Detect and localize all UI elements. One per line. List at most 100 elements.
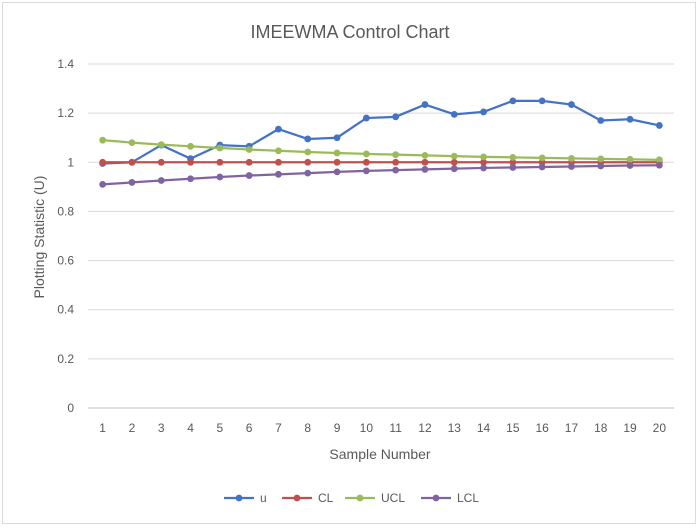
x-tick-label: 11 [389, 421, 402, 435]
series-line-u [102, 99, 660, 165]
x-tick-label: 1 [99, 421, 106, 435]
data-point [187, 175, 194, 183]
x-tick-label: 12 [418, 421, 432, 435]
data-point [333, 158, 341, 166]
data-point [245, 158, 253, 166]
x-tick-label: 19 [623, 421, 637, 435]
legend-swatch-marker [356, 494, 364, 502]
series-lcl [99, 161, 663, 188]
legend-label: LCL [457, 491, 479, 505]
data-point [509, 158, 517, 166]
chart-title: IMEEWMA Control Chart [250, 22, 449, 42]
data-point [128, 158, 136, 166]
x-tick-label: 2 [129, 421, 136, 435]
data-point [597, 155, 605, 163]
data-point [275, 147, 282, 155]
data-point [597, 117, 605, 124]
data-point [392, 158, 400, 166]
data-point [245, 172, 253, 179]
series-line-lcl [102, 164, 660, 186]
x-tick-label: 6 [246, 421, 253, 435]
data-point [509, 164, 517, 171]
data-point [421, 101, 429, 108]
legend-label: u [260, 491, 267, 505]
y-tick-label: 1.4 [57, 57, 74, 71]
data-point [157, 177, 165, 184]
data-point [392, 151, 400, 159]
data-point [509, 97, 517, 105]
data-point [655, 161, 663, 169]
data-point [538, 163, 546, 171]
data-point [568, 163, 575, 170]
x-tick-labels: 1 2 3 4 5 6 7 8 9 10 11 12 13 14 15 16 17 18 19 20 [99, 421, 666, 435]
y-tick-label: 1 [67, 155, 74, 169]
data-point [362, 114, 370, 122]
data-point [128, 139, 136, 147]
data-point [450, 110, 458, 118]
data-point [362, 167, 370, 175]
data-point [333, 168, 341, 176]
x-tick-label: 5 [217, 421, 224, 435]
data-point [304, 148, 312, 156]
gridlines [88, 63, 674, 409]
data-point [362, 158, 370, 166]
data-point [626, 155, 634, 163]
series-lines [99, 97, 663, 188]
legend-item-lcl: LCL [421, 491, 479, 505]
x-tick-label: 4 [187, 421, 194, 435]
x-tick-label: 10 [360, 421, 374, 435]
data-point [99, 158, 107, 166]
data-point [157, 141, 165, 148]
y-axis-title: Plotting Statistic (U) [31, 176, 47, 299]
x-tick-label: 15 [506, 421, 520, 435]
y-tick-label: 1.2 [57, 106, 74, 120]
legend: u CL UCL LCL [224, 491, 479, 505]
data-point [480, 153, 487, 161]
legend-item-u: u [224, 491, 267, 505]
x-tick-label: 18 [594, 421, 608, 435]
data-point [655, 122, 663, 129]
data-point [304, 169, 312, 177]
data-point [392, 113, 400, 121]
data-point [626, 162, 634, 169]
data-point [568, 101, 575, 108]
x-tick-label: 20 [653, 421, 667, 435]
series-line-ucl [102, 139, 660, 161]
x-tick-label: 13 [448, 421, 462, 435]
x-tick-label: 14 [477, 421, 491, 435]
data-point [304, 158, 312, 166]
legend-swatch-marker [432, 494, 440, 502]
data-point [99, 181, 107, 188]
legend-label: CL [318, 491, 334, 505]
data-point [275, 125, 282, 133]
data-point [450, 158, 458, 166]
data-point [480, 158, 487, 166]
data-point [187, 142, 194, 150]
x-tick-label: 7 [275, 421, 282, 435]
legend-item-ucl: UCL [345, 491, 405, 505]
legend-label: UCL [381, 491, 405, 505]
data-point [216, 144, 224, 152]
data-point [509, 153, 517, 161]
data-point [333, 149, 341, 157]
data-point [99, 136, 107, 144]
data-point [568, 154, 575, 162]
legend-swatch-marker [235, 494, 243, 502]
data-point [216, 158, 224, 166]
y-tick-label: 0.2 [57, 352, 74, 366]
data-point [538, 154, 546, 162]
x-tick-label: 8 [304, 421, 311, 435]
x-tick-label: 16 [535, 421, 549, 435]
data-point [187, 158, 194, 166]
data-point [362, 150, 370, 158]
legend-item-cl: CL [282, 491, 334, 505]
data-point [421, 158, 429, 166]
series-ucl [99, 136, 663, 164]
data-point [157, 158, 165, 166]
y-tick-labels: 0 0.2 0.4 0.6 0.8 1 1.2 1.4 [57, 57, 74, 415]
data-point [480, 108, 487, 116]
y-tick-label: 0.4 [57, 303, 74, 317]
data-point [626, 115, 634, 123]
